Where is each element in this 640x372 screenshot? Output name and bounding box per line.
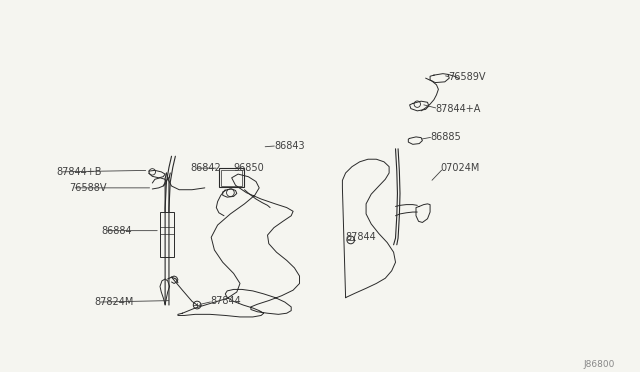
Bar [160,212,174,257]
Text: 87824M: 87824M [95,297,134,307]
Text: 76589V: 76589V [448,73,486,82]
Text: 87844: 87844 [210,296,241,306]
Text: 96850: 96850 [234,163,264,173]
Text: 86884: 86884 [101,226,132,235]
Text: 87844+B: 87844+B [56,167,102,177]
Text: 86885: 86885 [430,132,461,142]
Bar [221,170,242,186]
Text: 86842: 86842 [191,163,221,173]
Text: 07024M: 07024M [440,163,480,173]
Text: 76588V: 76588V [69,183,107,193]
Text: J86800: J86800 [583,360,614,369]
Text: 87844+A: 87844+A [435,104,481,113]
Text: 87844: 87844 [346,232,376,242]
Text: 86843: 86843 [274,141,305,151]
Bar [219,168,244,187]
